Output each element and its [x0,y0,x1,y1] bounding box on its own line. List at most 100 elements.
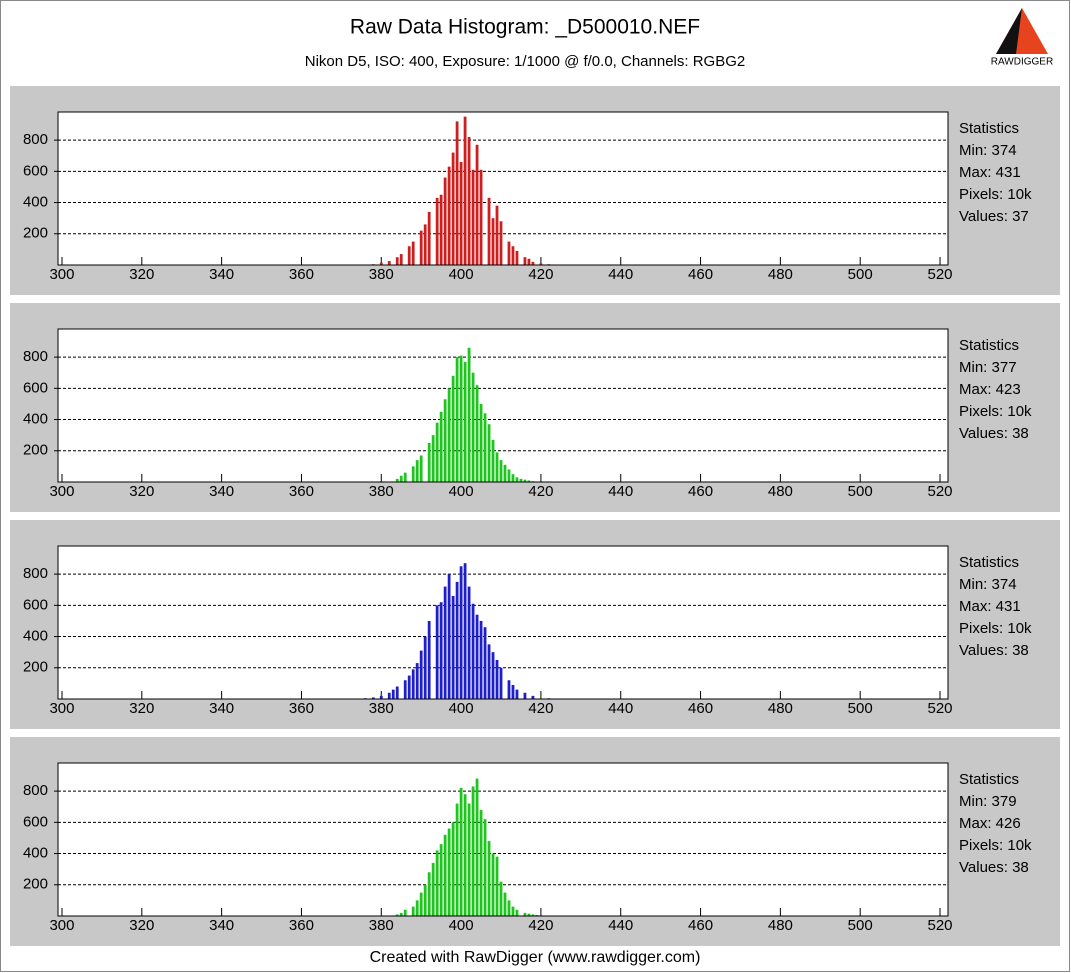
bar [435,197,439,265]
bar [523,692,527,699]
bar [495,856,499,916]
bar [515,689,519,699]
logo-text: RAWDIGGER [991,57,1053,68]
bar [475,778,479,916]
bar [447,828,451,916]
bar [439,411,443,482]
x-tick-label: 360 [289,266,314,283]
bar [491,439,495,482]
bar [427,872,431,916]
x-tick-label: 360 [289,483,314,500]
bar [459,787,463,916]
bar [527,913,531,916]
bar [411,241,415,265]
bar [423,884,427,916]
bar [459,566,463,699]
bar [371,697,375,699]
bar [459,355,463,482]
x-tick-label: 480 [768,483,793,500]
bar [427,620,431,699]
x-tick-label: 400 [449,483,474,500]
bar [495,659,499,699]
bar [515,477,519,482]
y-tick-label: 400 [23,411,48,428]
stat: Max: 423 [959,381,1021,398]
bar [467,347,471,482]
x-tick-label: 500 [848,483,873,500]
bar [463,794,467,916]
bar [499,881,503,916]
bar [435,850,439,916]
bar [439,602,443,699]
x-tick-label: 480 [768,917,793,934]
bar [427,211,431,265]
bar [539,263,543,265]
y-tick-label: 800 [23,565,48,582]
y-tick-label: 600 [23,813,48,830]
x-tick-label: 520 [928,700,953,717]
bar [403,680,407,699]
bar [499,460,503,482]
bar [435,422,439,482]
bar [423,636,427,699]
x-tick-label: 380 [369,483,394,500]
bar [439,844,443,916]
bar [511,906,515,916]
bar [491,853,495,916]
chart-title: Raw Data Histogram: _D500010.NEF [350,16,700,39]
stat: Statistics [959,554,1019,571]
bar [483,413,487,482]
x-tick-label: 300 [49,700,74,717]
x-tick-label: 400 [449,700,474,717]
bar [531,695,535,699]
bar [391,689,395,699]
bar [523,257,527,265]
x-tick-label: 440 [608,483,633,500]
bar [487,197,491,265]
bar [467,136,471,265]
y-tick-label: 600 [23,379,48,396]
bar [419,650,423,699]
bar [463,563,467,699]
x-tick-label: 300 [49,917,74,934]
bar [431,435,435,482]
bar [511,474,515,482]
x-tick-label: 460 [688,917,713,934]
bar [447,388,451,482]
x-tick-label: 520 [928,483,953,500]
x-tick-label: 480 [768,266,793,283]
stat: Min: 374 [959,142,1017,159]
bar [499,221,503,265]
bar [507,900,511,916]
x-tick-label: 340 [209,700,234,717]
footer: Created with RawDigger (www.rawdigger.co… [370,949,701,966]
bar [467,586,471,699]
x-tick-label: 500 [848,266,873,283]
bar [491,218,495,265]
x-tick-label: 440 [608,917,633,934]
bar [479,809,483,916]
x-tick-label: 340 [209,266,234,283]
x-tick-label: 300 [49,266,74,283]
x-tick-label: 340 [209,483,234,500]
plot-border [57,545,949,700]
bar [479,169,483,265]
stat: Values: 38 [959,642,1029,659]
bar [411,466,415,482]
bar [487,424,491,482]
stat: Pixels: 10k [959,620,1032,637]
y-tick-label: 800 [23,348,48,365]
plot-area [58,329,948,482]
x-tick-label: 380 [369,917,394,934]
bar [463,361,467,482]
plot-border [57,328,949,483]
y-tick-label: 200 [23,225,48,242]
x-tick-label: 420 [528,483,553,500]
stat: Min: 379 [959,793,1017,810]
bar [487,644,491,699]
bar [471,603,475,699]
y-tick-label: 600 [23,596,48,613]
y-tick-label: 800 [23,782,48,799]
bar [415,460,419,482]
bar [387,261,391,265]
